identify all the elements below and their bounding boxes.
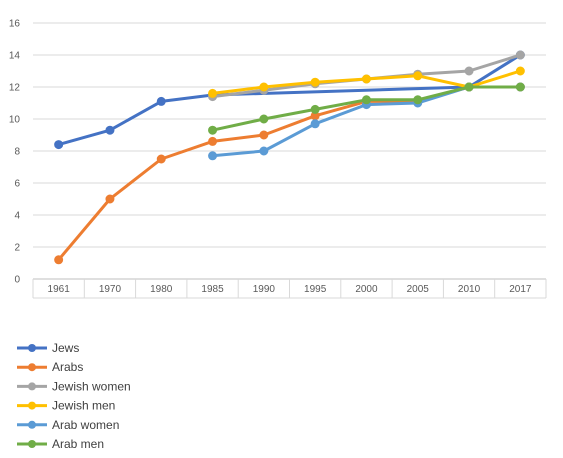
legend-label: Jewish men bbox=[52, 399, 115, 413]
data-point bbox=[54, 140, 64, 150]
data-point bbox=[515, 66, 525, 76]
legend-item: Jewish men bbox=[17, 399, 115, 413]
data-point bbox=[208, 151, 218, 161]
data-point bbox=[310, 119, 320, 129]
legend-item: Arab women bbox=[17, 418, 119, 432]
data-point bbox=[515, 50, 525, 60]
x-axis bbox=[32, 278, 547, 299]
data-point bbox=[208, 136, 218, 146]
data-point bbox=[208, 88, 218, 98]
x-tick-label: 2005 bbox=[407, 284, 430, 295]
x-tick-label: 1961 bbox=[48, 284, 71, 295]
legend-label: Arab men bbox=[52, 437, 104, 451]
data-point bbox=[413, 71, 423, 81]
data-point bbox=[310, 104, 320, 114]
x-tick-label: 2010 bbox=[458, 284, 481, 295]
series-jews bbox=[54, 50, 525, 150]
legend-item: Arab men bbox=[17, 437, 104, 451]
y-tick-label: 2 bbox=[14, 243, 20, 254]
legend-swatch-marker bbox=[28, 382, 36, 391]
x-tick-label: 2000 bbox=[355, 284, 378, 295]
x-tick-label: 1990 bbox=[253, 284, 276, 295]
data-point bbox=[156, 96, 166, 106]
legend-label: Jews bbox=[52, 341, 79, 355]
x-tick-label: 1980 bbox=[150, 284, 173, 295]
data-point bbox=[259, 114, 269, 124]
data-point bbox=[310, 77, 320, 87]
data-point bbox=[105, 194, 115, 204]
y-tick-label: 12 bbox=[9, 83, 21, 94]
gridlines bbox=[33, 22, 546, 248]
data-point bbox=[208, 125, 218, 135]
legend-swatch-marker bbox=[28, 401, 36, 410]
y-tick-label: 14 bbox=[9, 51, 21, 62]
data-point bbox=[259, 82, 269, 92]
y-tick-label: 4 bbox=[14, 211, 20, 222]
legend-swatch-marker bbox=[28, 440, 36, 448]
data-point bbox=[464, 66, 474, 76]
y-tick-label: 16 bbox=[9, 19, 21, 30]
legend-item: Jewish women bbox=[17, 379, 131, 393]
legend-item: Arabs bbox=[17, 360, 83, 374]
y-tick-label: 8 bbox=[14, 147, 20, 158]
x-axis-tick-labels: 1961 1970 1980 1985 1990 1995 2000 2005 2010 2017 bbox=[48, 284, 532, 295]
legend-label: Arabs bbox=[52, 360, 83, 374]
series-arab-men bbox=[208, 82, 525, 135]
data-point bbox=[464, 82, 474, 92]
data-point bbox=[515, 82, 525, 92]
y-axis-tick-labels: 0 2 4 6 8 10 12 14 16 bbox=[9, 19, 21, 286]
y-tick-label: 6 bbox=[14, 179, 20, 190]
legend-swatch-marker bbox=[28, 363, 36, 372]
series-arabs bbox=[54, 82, 525, 265]
series-lines bbox=[54, 50, 525, 265]
data-point bbox=[259, 146, 269, 156]
data-point bbox=[413, 95, 423, 105]
data-point bbox=[361, 74, 371, 84]
data-point bbox=[105, 125, 115, 135]
legend-swatch-marker bbox=[28, 420, 36, 429]
legend-label: Arab women bbox=[52, 418, 119, 432]
x-tick-label: 1995 bbox=[304, 284, 327, 295]
y-tick-label: 0 bbox=[14, 275, 20, 286]
series-line bbox=[57, 53, 522, 147]
x-tick-label: 2017 bbox=[509, 284, 532, 295]
legend-swatch-marker bbox=[28, 344, 36, 352]
legend: Jews Arabs Jewish women Jewish men Arab wome… bbox=[17, 341, 131, 451]
legend-item: Jews bbox=[17, 341, 79, 355]
legend-label: Jewish women bbox=[52, 379, 131, 393]
data-point bbox=[259, 130, 269, 140]
x-tick-label: 1970 bbox=[99, 284, 122, 295]
data-point bbox=[54, 255, 64, 265]
data-point bbox=[156, 154, 166, 164]
x-tick-label: 1985 bbox=[201, 284, 224, 295]
y-tick-label: 10 bbox=[9, 115, 21, 126]
data-point bbox=[361, 95, 371, 105]
